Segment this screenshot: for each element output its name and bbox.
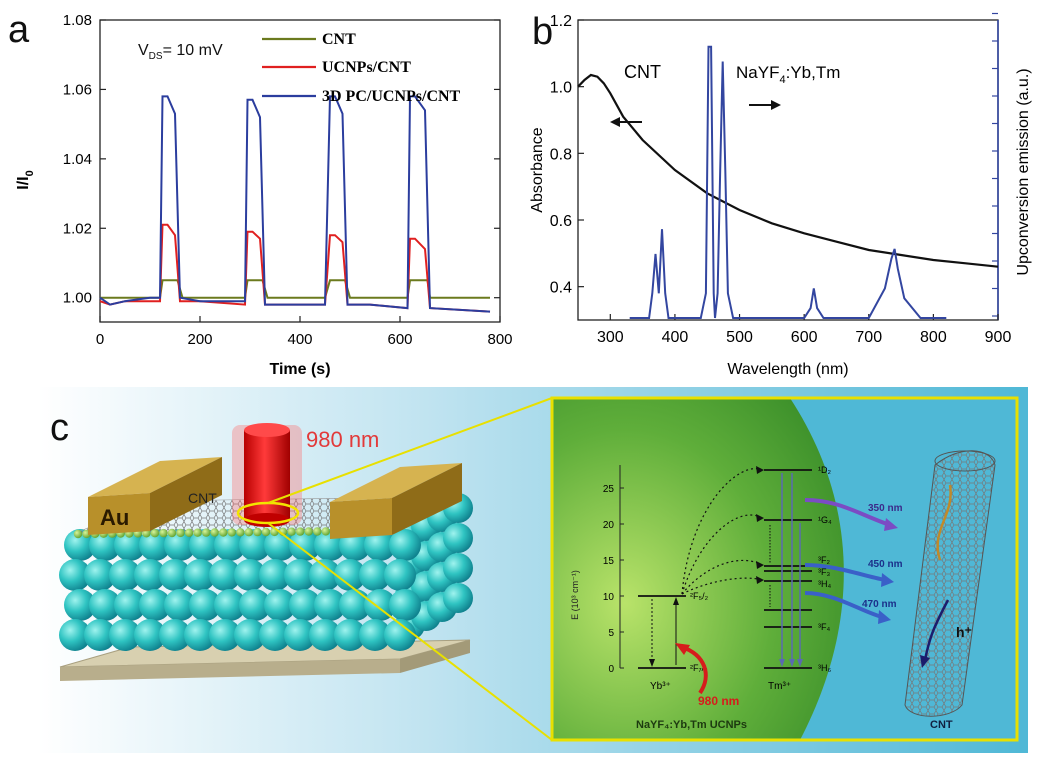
b-xtick-label: 600: [791, 329, 818, 346]
panel-a-xlabel: Time (s): [269, 361, 330, 378]
panel-b-series: [577, 45, 999, 319]
au-electrode-left: [88, 457, 222, 535]
legend-3dpc-ucnps-cnt: 3D PC/UCNPs/CNT: [322, 88, 461, 105]
photonic-crystal-spheres: [59, 493, 473, 651]
hole-label: h⁺: [956, 624, 972, 640]
b-xtick-label: 400: [662, 329, 689, 346]
carbon-nanotube: h⁺: [904, 450, 996, 717]
energy-tick-label: 5: [608, 628, 614, 639]
b-xtick-label: 300: [597, 329, 624, 346]
energy-axis-ticks: 0 5 10 15 20 25: [603, 484, 624, 675]
a-ytick-label: 1.06: [63, 81, 92, 98]
tm-level-1d2: ¹D₂: [818, 465, 831, 475]
emission-450nm: 450 nm: [868, 559, 903, 570]
a-xtick-label: 200: [187, 331, 212, 348]
au-label: Au: [100, 505, 129, 530]
a-xtick-label: 800: [487, 331, 512, 348]
b-ytick-label: 0.8: [550, 146, 572, 163]
yb-level-upper: ²F₅/₂: [690, 591, 709, 601]
panel-a-xticks: 0 200 400 600 800: [96, 316, 513, 348]
b-xtick-label: 800: [920, 329, 947, 346]
a-ytick-label: 1.02: [63, 220, 92, 237]
legend-cnt: CNT: [322, 31, 356, 48]
panel-b-xticks: 300 400 500 600 700 800 900: [597, 314, 1011, 346]
panel-b-right-ticks: [992, 12, 998, 317]
energy-tick-label: 0: [608, 664, 614, 675]
energy-tick-label: 25: [603, 484, 615, 495]
panel-a-vds: VDS= 10 mV: [138, 42, 223, 62]
tm-level-3f2: ³F₂: [818, 555, 830, 565]
panel-b-nayf-label: NaYF4:Yb,Tm: [736, 63, 840, 86]
a-xtick-label: 400: [287, 331, 312, 348]
tm-level-3h4: ³H₄: [818, 579, 831, 589]
tm-level-3f3: ³F₃: [818, 567, 830, 577]
panel-a-legend: CNT UCNPs/CNT 3D PC/UCNPs/CNT: [262, 31, 461, 105]
b-absorbance-line: [577, 73, 999, 268]
a-ytick-label: 1.08: [63, 12, 92, 29]
energy-tick-label: 15: [603, 556, 615, 567]
tm-ion-label: Tm³⁺: [768, 681, 791, 692]
a-series-line-0: [100, 279, 490, 299]
a-series-line-2: [99, 95, 491, 313]
laser-wavelength-label: 980 nm: [306, 427, 379, 452]
emission-470nm: 470 nm: [862, 599, 897, 610]
cnt-device-label: CNT: [188, 490, 217, 506]
energy-axis-label: E (10³ cm⁻¹): [570, 570, 580, 620]
energy-tick-label: 10: [603, 592, 615, 603]
panel-a-label: a: [8, 9, 30, 51]
panel-b-ylabel-right: Upconversion emission (a.u.): [1015, 68, 1032, 275]
panel-a-series: [99, 95, 491, 313]
cnt-caption: CNT: [930, 719, 953, 731]
b-emission-line: [629, 45, 947, 319]
laser-beam: [232, 423, 302, 527]
ucnp-caption: NaYF₄:Yb,Tm UCNPs: [636, 719, 747, 731]
tm-level-3h6: ³H₆: [818, 663, 831, 673]
panel-b-chart: b 0.40.60.81.01.2 300 400 500 600 700 800 900 …: [529, 11, 1032, 378]
a-ytick-label: 1.00: [63, 290, 92, 307]
legend-ucnps-cnt: UCNPs/CNT: [322, 59, 411, 76]
a-ytick-label: 1.04: [63, 151, 92, 168]
panel-a-chart: a 1.00 1.02 1.04 1.06 1.08 0 200 400 600 800 VDS…: [8, 9, 513, 378]
a-xtick-label: 0: [96, 331, 104, 348]
right-arrow-icon: [749, 100, 781, 110]
excitation-label: 980 nm: [698, 694, 739, 708]
b-xtick-label: 500: [726, 329, 753, 346]
b-ytick-label: 1.0: [550, 80, 572, 97]
b-xtick-label: 700: [855, 329, 882, 346]
b-ytick-label: 1.2: [550, 13, 572, 30]
panel-c-label: c: [50, 407, 69, 449]
b-xtick-label: 900: [985, 329, 1012, 346]
panel-a-yticks: 1.00 1.02 1.04 1.06 1.08: [63, 12, 500, 307]
yb-level-lower: ²F₇/₂: [690, 663, 708, 673]
b-ytick-label: 0.4: [550, 280, 572, 297]
panel-b-cnt-label: CNT: [624, 62, 661, 82]
b-ytick-label: 0.6: [550, 213, 572, 230]
panel-b-ylabel: Absorbance: [529, 127, 546, 212]
left-arrow-icon: [610, 117, 642, 127]
energy-level-inset: 0 5 10 15 20 25 E (10³ cm⁻¹) ²F₅/₂ ²F₇/₂ Yb³⁺…: [550, 396, 1019, 742]
au-electrode-right: [330, 463, 462, 539]
a-xtick-label: 600: [387, 331, 412, 348]
tm-level-3f4: ³F₄: [818, 622, 830, 632]
energy-tick-label: 20: [603, 520, 615, 531]
panel-b-yticks: 0.4 0.6 0.8 1.0 1.2: [550, 13, 584, 297]
panel-b-label: b: [532, 11, 553, 53]
panel-a-ylabel: I/I0: [15, 170, 36, 189]
yb-ion-label: Yb³⁺: [650, 681, 671, 692]
emission-350nm: 350 nm: [868, 503, 903, 514]
panel-b-xlabel: Wavelength (nm): [727, 361, 848, 378]
tm-level-1g4: ¹G₄: [818, 515, 832, 525]
